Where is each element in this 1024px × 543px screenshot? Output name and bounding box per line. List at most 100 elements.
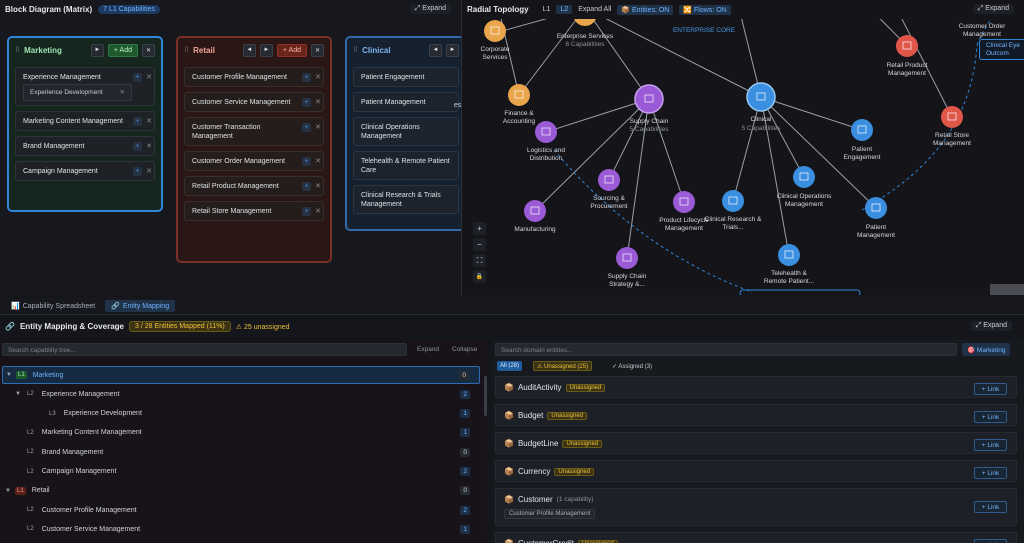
- l2-toggle[interactable]: L2: [556, 5, 573, 14]
- tree-row[interactable]: ▼ L1 Marketing 0: [2, 366, 480, 384]
- lock-button[interactable]: 🔒: [473, 270, 486, 283]
- remove-card-button[interactable]: ✕: [146, 143, 152, 150]
- entity-row[interactable]: 📦 Budget Unassigned + Link: [495, 404, 1017, 426]
- mapped-capability-chip[interactable]: Customer Profile Management: [504, 509, 596, 519]
- capability-card[interactable]: Customer Profile Management + ✕: [184, 67, 324, 87]
- link-button[interactable]: + Link: [974, 539, 1007, 543]
- add-child-button[interactable]: +: [302, 73, 311, 82]
- fit-view-button[interactable]: ⛶: [473, 254, 486, 267]
- entity-row[interactable]: 📦 Customer (1 capability) Customer Profile …: [495, 488, 1017, 526]
- capability-card[interactable]: Customer Order Management + ✕: [184, 151, 324, 171]
- entity-row[interactable]: 📦 Currency Unassigned + Link: [495, 460, 1017, 482]
- add-child-button[interactable]: +: [133, 167, 142, 176]
- node-label[interactable]: Patient Engagement: [843, 146, 881, 161]
- capability-card[interactable]: Customer Service Management + ✕: [184, 92, 324, 112]
- filter-all[interactable]: All (28): [497, 361, 523, 371]
- capability-card[interactable]: Retail Store Management + ✕: [184, 201, 324, 221]
- marketing-filter-chip[interactable]: 🎯 Marketing: [962, 343, 1011, 356]
- move-right-button[interactable]: ►: [90, 43, 104, 57]
- capability-card[interactable]: Marketing Content Management + ✕: [15, 111, 155, 131]
- l1-toggle[interactable]: L1: [542, 6, 551, 13]
- expand-arrow-icon[interactable]: ▼: [5, 487, 11, 494]
- move-right-button[interactable]: ►: [259, 43, 273, 57]
- remove-card-button[interactable]: ✕: [315, 183, 321, 190]
- node-label[interactable]: Corporate Services: [480, 46, 510, 61]
- capability-card[interactable]: Retail Product Management + ✕: [184, 176, 324, 196]
- move-left-button[interactable]: ◄: [429, 43, 442, 57]
- tree-row[interactable]: L2 Customer Profile Management 2: [2, 501, 480, 519]
- capability-card[interactable]: Brand Management + ✕: [15, 136, 155, 156]
- capability-card[interactable]: Campaign Management + ✕: [15, 161, 155, 181]
- expand-arrow-icon[interactable]: ▼: [15, 391, 21, 398]
- block-expand-button[interactable]: ⤢ Expand: [409, 4, 451, 14]
- node-label[interactable]: Enterprise Services: [556, 33, 614, 40]
- entity-row[interactable]: 📦 AuditActivity Unassigned + Link: [495, 376, 1017, 398]
- tab-entity-mapping[interactable]: 🔗 Entity Mapping: [105, 300, 176, 312]
- tab-capability-spreadsheet[interactable]: 📊 Capability Spreadsheet: [5, 300, 101, 312]
- move-left-button[interactable]: ◄: [242, 43, 256, 57]
- tree-row[interactable]: ▼ L2 Experience Management 2: [2, 385, 480, 403]
- filter-assigned[interactable]: ✓ Assigned (3): [612, 363, 653, 370]
- tree-collapse-button[interactable]: Collapse: [452, 346, 478, 353]
- link-button[interactable]: + Link: [974, 467, 1007, 479]
- node-label[interactable]: Finance & Accounting: [502, 110, 536, 125]
- radial-expand-button[interactable]: ⤢ Expand: [972, 4, 1014, 14]
- mapping-expand-button[interactable]: ⤢ Expand: [970, 321, 1012, 331]
- add-child-button[interactable]: +: [133, 73, 142, 82]
- flows-toggle[interactable]: 🔀 Flows: ON: [679, 4, 731, 15]
- filter-unassigned[interactable]: ⚠ Unassigned (25): [533, 361, 593, 371]
- node-label[interactable]: Retail Product Management: [886, 62, 928, 77]
- add-button[interactable]: + Add: [276, 43, 307, 57]
- node-label[interactable]: Customer Order Management: [958, 23, 1006, 38]
- add-child-button[interactable]: +: [302, 157, 311, 166]
- tree-row[interactable]: L2 Brand Management 0: [2, 443, 480, 461]
- tree-search-input[interactable]: Search capability tree...: [2, 343, 407, 356]
- node-label[interactable]: Clinical Operations Management: [776, 193, 832, 208]
- capability-card[interactable]: Experience Management + ✕ Experience Deve…: [15, 67, 155, 106]
- link-button[interactable]: + Link: [974, 439, 1007, 451]
- remove-card-button[interactable]: ✕: [146, 74, 152, 81]
- tree-row[interactable]: ▼ L1 Retail 0: [2, 482, 480, 500]
- remove-card-button[interactable]: ✕: [146, 118, 152, 125]
- close-column-button[interactable]: ✕: [142, 43, 155, 57]
- capability-card[interactable]: Patient Engagement: [353, 67, 459, 87]
- node-label[interactable]: Supply Chain: [629, 118, 669, 125]
- expand-arrow-icon[interactable]: ▼: [6, 372, 12, 378]
- node-label[interactable]: Manufacturing: [514, 226, 556, 233]
- entities-toggle[interactable]: 📦 Entities: ON: [617, 4, 674, 15]
- capability-card[interactable]: Clinical Research & Trials Management: [353, 185, 459, 214]
- close-column-button[interactable]: ✕: [311, 43, 324, 57]
- entity-search-input[interactable]: Search domain entities...: [495, 343, 957, 356]
- remove-card-button[interactable]: ✕: [315, 208, 321, 215]
- sub-capability-card[interactable]: Experience Development ✕: [23, 84, 132, 101]
- add-child-button[interactable]: +: [302, 123, 311, 132]
- drag-handle-icon[interactable]: ⠿: [15, 47, 21, 54]
- add-child-button[interactable]: +: [302, 98, 311, 107]
- remove-card-button[interactable]: ✕: [315, 158, 321, 165]
- remove-card-button[interactable]: ✕: [315, 124, 321, 131]
- node-label[interactable]: Logistics and Distribution: [527, 147, 565, 162]
- add-child-button[interactable]: +: [133, 142, 142, 151]
- zoom-out-button[interactable]: −: [473, 238, 486, 251]
- zoom-in-button[interactable]: +: [473, 222, 486, 235]
- tree-scrollbar[interactable]: [484, 376, 487, 416]
- capability-card[interactable]: Telehealth & Remote Patient Care: [353, 151, 459, 180]
- tree-row[interactable]: L2 Campaign Management 2: [2, 463, 480, 481]
- capability-card[interactable]: Clinical Operations Management: [353, 117, 459, 146]
- node-label[interactable]: Clinical Research & Trials...: [704, 216, 762, 231]
- entity-row[interactable]: 📦 BudgetLine Unassigned + Link: [495, 432, 1017, 454]
- node-label[interactable]: Clinical: [750, 116, 772, 123]
- move-right-button[interactable]: ►: [446, 43, 459, 57]
- remove-sub-button[interactable]: ✕: [119, 89, 125, 96]
- add-button[interactable]: + Add: [107, 43, 138, 57]
- remove-card-button[interactable]: ✕: [315, 74, 321, 81]
- node-label[interactable]: Sourcing & Procurement: [590, 195, 628, 210]
- capability-card[interactable]: Customer Transaction Management + ✕: [184, 117, 324, 146]
- remove-card-button[interactable]: ✕: [315, 99, 321, 106]
- node-label[interactable]: Patient Management: [857, 224, 895, 239]
- entity-row[interactable]: 📦 CustomerCreditUnassigned + Link: [495, 532, 1017, 543]
- drag-handle-icon[interactable]: ⠿: [353, 47, 359, 54]
- node-label[interactable]: Retail Store Management: [933, 132, 971, 147]
- link-button[interactable]: + Link: [974, 411, 1007, 423]
- link-button[interactable]: + Link: [974, 383, 1007, 395]
